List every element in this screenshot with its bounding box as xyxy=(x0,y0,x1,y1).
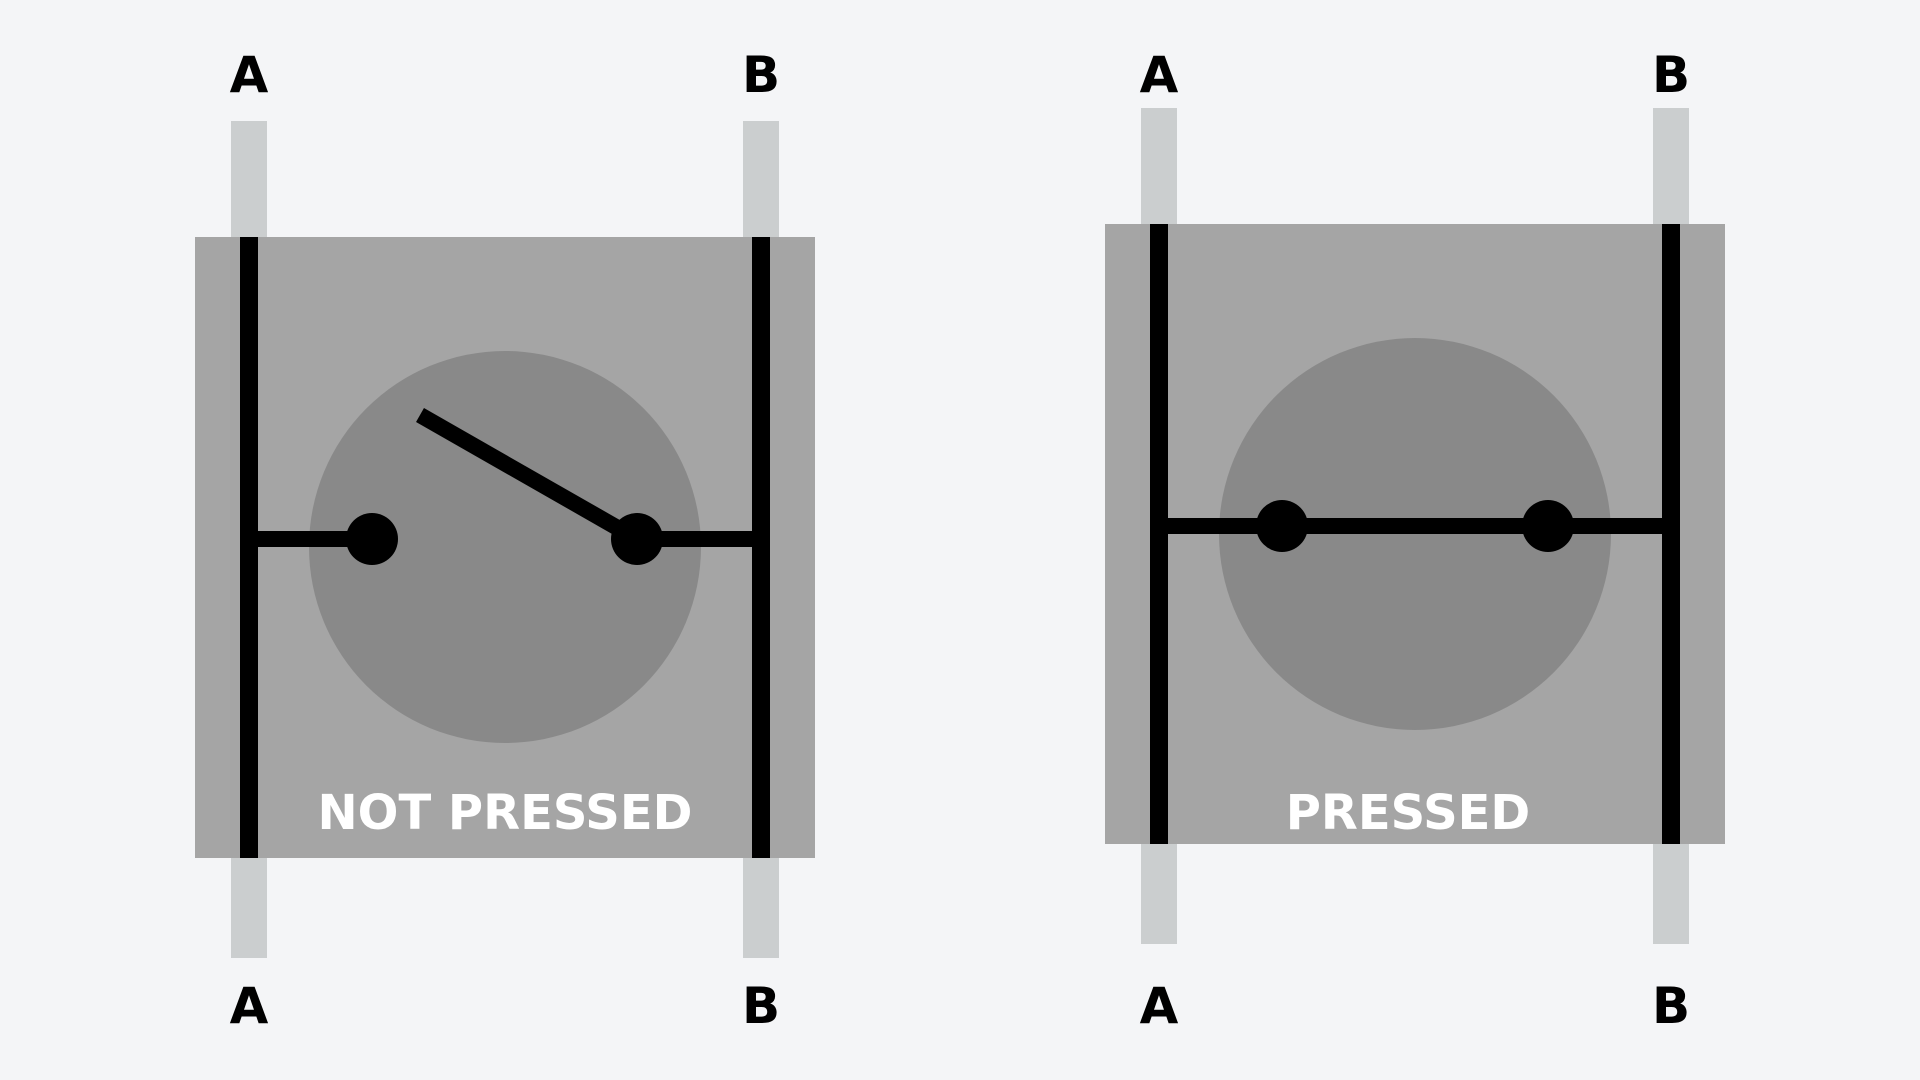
pin-label-top-left: A xyxy=(230,46,269,104)
switch-lever-open xyxy=(416,408,641,546)
pin-bottom-left xyxy=(231,858,267,958)
conductor-a xyxy=(240,237,258,858)
pin-label-top-right: B xyxy=(1652,46,1690,104)
state-label: NOT PRESSED xyxy=(318,785,693,841)
pin-label-bottom-right: B xyxy=(1652,977,1690,1035)
pin-label-top-left: A xyxy=(1140,46,1179,104)
contact-a xyxy=(1256,500,1308,552)
pin-label-top-right: B xyxy=(742,46,780,104)
contact-b xyxy=(611,513,663,565)
pin-bottom-left xyxy=(1141,844,1177,944)
switch-not-pressed: A B A B NOT PRESSED xyxy=(195,46,815,1035)
contact-a xyxy=(346,513,398,565)
pin-top-left xyxy=(231,121,267,237)
push-button xyxy=(309,351,701,743)
switch-pressed: A B A B PRESSED xyxy=(1105,46,1725,1035)
conductor-b xyxy=(752,237,770,858)
pin-label-bottom-left: A xyxy=(1140,977,1179,1035)
pin-top-left xyxy=(1141,108,1177,224)
pin-bottom-right xyxy=(1653,844,1689,944)
pin-label-bottom-left: A xyxy=(230,977,269,1035)
state-label: PRESSED xyxy=(1286,785,1531,841)
pin-bottom-right xyxy=(743,858,779,958)
contact-b xyxy=(1522,500,1574,552)
pin-top-right xyxy=(1653,108,1689,224)
pin-top-right xyxy=(743,121,779,237)
pin-label-bottom-right: B xyxy=(742,977,780,1035)
